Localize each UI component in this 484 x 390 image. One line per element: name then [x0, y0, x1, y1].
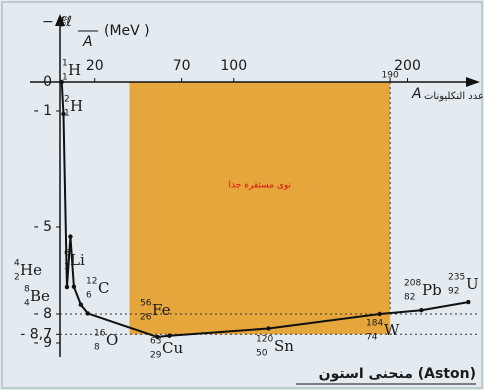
y-arrow [55, 14, 65, 26]
y-tick-label: 0 [43, 74, 52, 90]
atomic-number: 50 [256, 349, 268, 359]
element-symbol: O [106, 331, 118, 349]
atomic-number: 74 [366, 333, 378, 343]
element-symbol: Be [30, 287, 50, 305]
element-symbol: Sn [274, 337, 294, 355]
mass-number: 235 [448, 273, 465, 283]
x-tick-label: 20 [86, 58, 104, 74]
point [266, 326, 271, 331]
x-arrow [466, 77, 480, 87]
atomic-number: 4 [24, 299, 30, 309]
mass-number: 16 [94, 329, 106, 339]
point [155, 334, 160, 340]
point [71, 284, 77, 289]
region-label: نوى مستقرة جدا [229, 181, 292, 191]
y-tick-label: - 1 [34, 103, 52, 119]
mass-number: 208 [404, 279, 421, 289]
atomic-number: 82 [404, 293, 415, 303]
point [466, 299, 471, 305]
point [419, 308, 424, 313]
stable-region [129, 82, 391, 335]
x-tick-label: 200 [394, 58, 421, 74]
point [85, 311, 91, 316]
mass-number: 56 [140, 299, 152, 309]
y-label-num: − 𝓔ℓ [42, 14, 72, 30]
x-tick-label: 190 [382, 71, 399, 81]
point [61, 111, 66, 117]
element-symbol: Fe [152, 301, 171, 319]
mass-number: 2 [64, 95, 70, 105]
element-symbol: Pb [422, 281, 442, 299]
point [377, 311, 382, 317]
y-tick-label: - 8,7 [20, 326, 52, 342]
mass-number: 6 [64, 249, 70, 259]
mass-number: 1 [62, 59, 68, 69]
mass-number: 8 [24, 285, 30, 295]
point [59, 79, 64, 85]
element-symbol: He [20, 261, 42, 279]
atomic-number: 92 [448, 287, 459, 297]
element-symbol: Cu [162, 339, 183, 357]
y-label-den: A [82, 34, 93, 50]
mass-number: 12 [86, 277, 97, 287]
atomic-number: 1 [64, 109, 70, 119]
y-label-unit: (MeV ) [104, 23, 150, 39]
element-symbol: U [466, 275, 479, 293]
atomic-number: 6 [86, 291, 92, 301]
element-symbol: Li [70, 251, 85, 269]
y-tick-label: - 8 [34, 306, 52, 322]
atomic-number: 1 [62, 73, 68, 83]
atomic-number: 8 [94, 343, 100, 353]
atomic-number: 3 [64, 263, 70, 273]
point [78, 302, 84, 307]
mass-number: 184 [366, 319, 383, 329]
caption: منحنى استون (Aston) [319, 366, 476, 382]
element-symbol: C [98, 279, 109, 297]
element-symbol: H [68, 61, 81, 79]
x-label-symbol: A [411, 86, 422, 102]
point [64, 284, 70, 290]
x-tick-label: 100 [220, 58, 247, 74]
element-symbol: H [70, 97, 83, 115]
x-label-text: عدد النكليونات [424, 91, 484, 102]
element-symbol: W [384, 321, 400, 339]
point [167, 333, 172, 338]
atomic-number: 29 [150, 351, 162, 361]
x-tick-label: 70 [173, 58, 191, 74]
point [68, 234, 73, 239]
mass-number: 4 [14, 259, 20, 269]
y-tick-label: - 9 [34, 335, 52, 351]
mass-number: 120 [256, 335, 273, 345]
atomic-number: 26 [140, 313, 152, 323]
y-tick-label: - 5 [34, 219, 52, 235]
mass-number: 63 [150, 337, 161, 347]
atomic-number: 2 [14, 273, 20, 283]
